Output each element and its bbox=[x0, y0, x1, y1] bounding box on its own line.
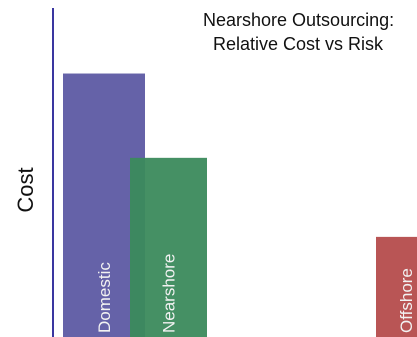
bar-group: Domestic Nearshore Offshore bbox=[63, 73, 417, 337]
y-axis-label: Cost bbox=[13, 167, 38, 212]
bar-offshore bbox=[376, 236, 417, 337]
chart-title-line-2: Relative Cost vs Risk bbox=[213, 34, 384, 54]
bar-label-offshore: Offshore bbox=[397, 268, 416, 333]
bar-label-nearshore: Nearshore bbox=[160, 254, 179, 333]
bar-label-domestic: Domestic bbox=[95, 262, 114, 333]
bar-nearshore bbox=[130, 157, 207, 337]
chart-title-line-1: Nearshore Outsourcing: bbox=[203, 10, 394, 30]
